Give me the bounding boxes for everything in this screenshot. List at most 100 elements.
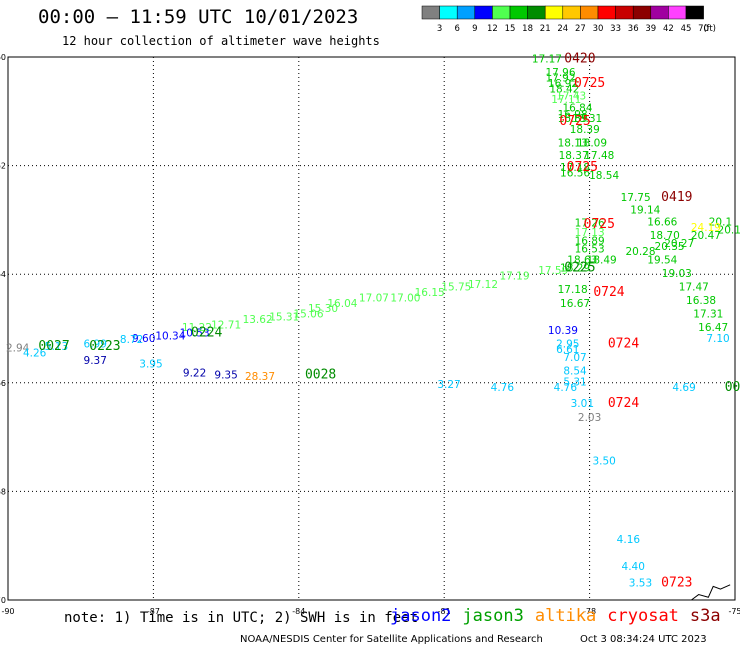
wave-height-value: 17.31: [693, 309, 723, 321]
wave-height-value: 16.98: [558, 109, 588, 121]
wave-height-value: 18.49: [587, 254, 617, 266]
colorbar-tick-label: 12: [487, 24, 498, 34]
colorbar-tick-label: 45: [681, 24, 692, 34]
pass-time-label: 0725: [567, 160, 598, 175]
wave-height-value: 9.37: [84, 355, 107, 367]
longitude-tick-label: -84: [292, 607, 305, 616]
pass-time-label: 0225: [564, 260, 595, 275]
pass-time-label: 0419: [661, 190, 692, 205]
pass-time-label: 0420: [564, 51, 595, 66]
longitude-tick-label: -81: [438, 607, 451, 616]
wave-height-value: 17.00: [390, 292, 420, 304]
wave-height-value: 4.40: [622, 561, 645, 573]
satellite-legend-item: s3a: [689, 606, 721, 626]
wave-height-value: 19.54: [647, 254, 677, 266]
wave-height-value: 4.69: [672, 382, 695, 394]
colorbar-tick-label: 42: [663, 24, 674, 34]
colorbar-tick-label: 30: [593, 24, 604, 34]
wave-height-value: 8.72: [120, 334, 143, 346]
footer-note: note: 1) Time is in UTC; 2) SWH is in fe…: [64, 610, 419, 626]
wave-height-value: 17.96: [545, 67, 575, 79]
page-subtitle: 12 hour collection of altimeter wave hei…: [62, 34, 380, 48]
wave-height-value: 4.76: [554, 382, 578, 394]
pass-time-label: 0724: [593, 285, 624, 300]
wave-height-value: 16.15: [415, 287, 445, 299]
wave-height-value: 16.04: [327, 298, 357, 310]
pass-time-label: 0224: [191, 326, 222, 341]
wave-height-value: 17.12: [468, 279, 498, 291]
colorbar-tick-label: 15: [505, 24, 516, 34]
wave-height-value: 20.27: [664, 238, 694, 250]
wave-height-value: 8.54: [563, 366, 587, 378]
wave-height-value: 9.35: [214, 369, 237, 381]
longitude-tick-label: -87: [147, 607, 160, 616]
wave-height-value: 18.39: [570, 124, 600, 136]
wave-height-value: 2.94: [6, 342, 30, 354]
wave-height-value: 10.53: [180, 328, 210, 340]
generated-timestamp: Oct 3 08:34:24 UTC 2023: [580, 634, 707, 645]
wave-height-value: 16.66: [647, 216, 677, 228]
wave-height-value: 12.71: [211, 320, 241, 332]
longitude-tick-label: -78: [583, 607, 596, 616]
wave-height-value: 17.48: [584, 150, 614, 162]
colorbar-tick-label: 36: [628, 24, 639, 34]
wave-height-value: 16.92: [548, 78, 578, 90]
pass-time-label: 0725: [584, 217, 615, 232]
wave-height-value: 18.13: [558, 138, 588, 150]
wave-height-value: 15.75: [441, 281, 471, 293]
wave-height-value: 5.13: [45, 341, 68, 353]
wave-height-value: 20.15: [718, 224, 740, 236]
coastline: [691, 584, 731, 601]
longitude-tick-label: -90: [1, 607, 14, 616]
credit-text: NOAA/NESDIS Center for Satellite Applica…: [240, 634, 543, 645]
wave-height-value: 17.11: [551, 94, 581, 106]
wave-height-value: 18.29: [560, 262, 590, 274]
wave-height-value: 6.61: [556, 344, 579, 356]
wave-height-value: 10.39: [548, 325, 578, 337]
colorbar-tick-label: 70: [698, 24, 709, 34]
wave-height-value: 17.19: [499, 271, 529, 283]
pass-time-label: 0723: [661, 575, 692, 590]
pass-time-label: 0223: [89, 339, 120, 354]
latitude-tick-label: -70: [0, 596, 6, 605]
latitude-tick-label: -64: [0, 270, 6, 279]
wave-height-value: 18.63: [567, 254, 597, 266]
wave-height-value: 16.47: [698, 322, 728, 334]
wave-height-value: 15.30: [308, 303, 338, 315]
wave-height-value: 17.17: [532, 53, 562, 65]
longitude-tick-label: -75: [728, 607, 740, 616]
colorbar-tick-label: 6: [454, 24, 459, 34]
wave-height-value: 11.22: [182, 322, 212, 334]
wave-height-value: 15.31: [269, 311, 299, 323]
wave-height-value: 16.53: [575, 243, 605, 255]
satellite-legend: jason2 jason3 altika cryosat s3a: [390, 606, 732, 626]
wave-height-value: 9.60: [132, 333, 155, 345]
latitude-tick-label: -60: [0, 53, 6, 62]
wave-height-value: 18.31: [572, 113, 602, 125]
wave-height-value: 3.01: [571, 398, 594, 410]
wave-height-value: 24.19: [691, 222, 721, 234]
wave-height-value: 17.75: [621, 192, 651, 204]
pass-time-label: 0028: [305, 367, 336, 382]
wave-height-value: 4.16: [617, 534, 641, 546]
wave-height-value: 7.10: [706, 333, 729, 345]
satellite-legend-item: jason2: [390, 606, 452, 626]
pass-time-label: 0725: [574, 76, 605, 91]
wave-height-value: 3.53: [629, 577, 652, 589]
wave-height-value: 16.38: [686, 295, 716, 307]
wave-height-value: 16.56: [560, 167, 590, 179]
colorbar-tick-label: 21: [540, 24, 551, 34]
latitude-tick-label: -62: [0, 162, 6, 171]
wave-height-value: 2.03: [578, 412, 601, 424]
wave-height-value: 28.37: [245, 371, 275, 383]
wave-height-value: 18.70: [650, 230, 680, 242]
colorbar-tick-label: 33: [610, 24, 621, 34]
latitude-tick-label: -66: [0, 379, 6, 388]
satellite-legend-item: altika: [534, 606, 597, 626]
wave-height-value: 3.50: [592, 455, 615, 467]
wave-height-value: 18.42: [549, 83, 579, 95]
wave-height-value: 6.99: [84, 339, 107, 351]
pass-time-label: 00: [725, 380, 740, 395]
wave-height-value: 17.26: [575, 217, 605, 229]
wave-height-value: 9.22: [183, 367, 206, 379]
